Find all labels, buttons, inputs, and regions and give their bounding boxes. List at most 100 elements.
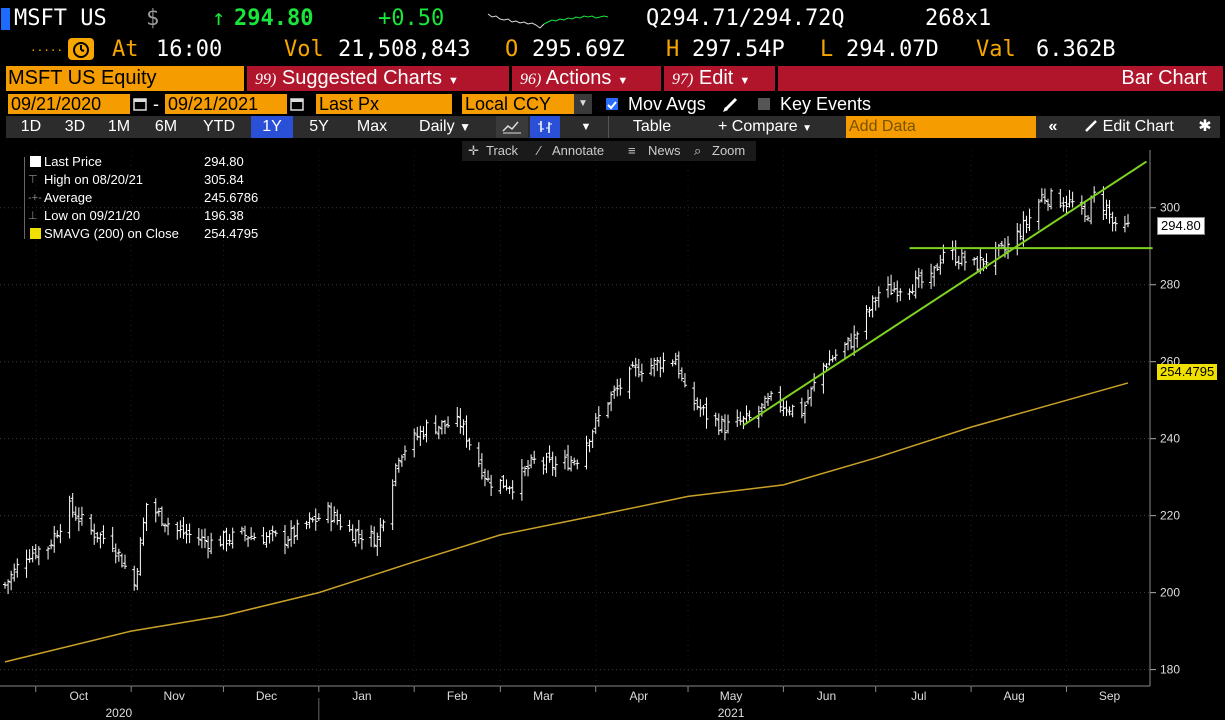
price-bar: [812, 373, 817, 392]
pencil-icon[interactable]: [722, 96, 740, 112]
zoom-tool[interactable]: Zoom: [712, 143, 746, 158]
end-date-field[interactable]: 09/21/2021: [165, 94, 287, 114]
period-button-6m[interactable]: 6M: [154, 118, 178, 135]
period-button-max[interactable]: Max: [356, 118, 388, 135]
price-bar: [393, 463, 398, 487]
end-date-value: 09/21/2021: [168, 94, 259, 114]
period-button-ytd[interactable]: YTD: [203, 118, 235, 135]
x-month-label: Jun: [817, 689, 836, 703]
price-bar: [898, 288, 903, 302]
price-bar: [178, 520, 183, 538]
suggested-charts-menu[interactable]: 99) Suggested Charts ▼: [247, 66, 509, 91]
period-button-1d[interactable]: 1D: [20, 118, 42, 135]
price-field-select[interactable]: Last Px: [316, 94, 452, 114]
calendar-icon[interactable]: [133, 97, 147, 111]
mov-avgs-checkbox[interactable]: [606, 98, 618, 110]
price-bar: [418, 425, 423, 447]
price-bar: [873, 296, 878, 311]
price-bar: [762, 395, 767, 409]
price-bar: [562, 449, 567, 470]
price-bar: [938, 254, 943, 275]
calendar-icon[interactable]: [290, 97, 304, 111]
x-month-label: Nov: [164, 689, 185, 703]
price-bar: [1046, 198, 1051, 211]
key-events-checkbox[interactable]: [758, 98, 770, 110]
date-range-dash: -: [153, 94, 159, 114]
annotate-tool[interactable]: Annotate: [552, 143, 605, 158]
clock-icon: [68, 38, 94, 60]
period-button-1y[interactable]: 1Y: [251, 116, 293, 138]
compare-button[interactable]: + Compare ▼: [700, 116, 830, 138]
price-bar: [396, 457, 401, 473]
price-bar: [864, 304, 869, 340]
price-bar: [519, 459, 524, 501]
frequency-select[interactable]: Daily ▼: [404, 116, 486, 138]
price-bar: [162, 523, 167, 533]
price-bar: [895, 280, 900, 303]
ticker: MSFT US: [14, 6, 107, 31]
table-button[interactable]: Table: [608, 116, 695, 138]
add-data-placeholder: Add Data: [849, 118, 916, 135]
price-bar: [612, 385, 617, 399]
price-bar: [606, 401, 611, 419]
y-tick-label: 240: [1160, 432, 1180, 446]
price-field-value: Last Px: [319, 94, 380, 114]
last-price-swatch: [30, 156, 41, 167]
price-bar: [886, 276, 891, 298]
period-button-1m[interactable]: 1M: [107, 118, 131, 135]
price-bar: [70, 492, 75, 518]
price-bar: [289, 520, 294, 547]
sma-200-line: [4, 382, 1129, 663]
price-bar: [609, 391, 614, 412]
caret-down-icon: ▼: [574, 94, 592, 114]
currency-symbol: $: [146, 6, 160, 31]
price-bar: [415, 426, 420, 441]
value-label: Val: [976, 37, 1016, 62]
price-bar: [67, 495, 72, 539]
caret-down-icon: ▼: [459, 120, 471, 134]
period-button-5y[interactable]: 5Y: [309, 118, 329, 135]
price-bar: [590, 429, 595, 448]
magnifier-icon: ⌕: [694, 143, 702, 158]
price-bar: [501, 475, 506, 489]
price-bar: [959, 248, 964, 266]
legend-low-value: 196.38: [204, 208, 244, 223]
security-field[interactable]: MSFT US Equity: [6, 66, 244, 91]
price-bar: [741, 415, 746, 430]
price-bar: [769, 390, 774, 401]
y-tick-label: 300: [1160, 201, 1180, 215]
price-bar: [1036, 198, 1041, 231]
price-bar: [1086, 215, 1090, 222]
price-bar: [455, 407, 460, 427]
price-bar: [541, 456, 546, 475]
caret-down-icon: ▼: [802, 123, 812, 134]
price-bar: [962, 250, 967, 271]
price-bar: [273, 530, 278, 537]
news-tool[interactable]: News: [648, 143, 681, 158]
bar-chart-button[interactable]: [530, 116, 560, 138]
price-bar: [1107, 200, 1112, 224]
price-bar: [116, 548, 121, 562]
high-marker-icon: ⊤: [28, 174, 38, 186]
price-bar: [110, 526, 115, 553]
add-data-input[interactable]: Add Data: [846, 116, 1036, 138]
currency-select[interactable]: Local CCY ▼: [462, 94, 592, 114]
price-bar: [633, 357, 638, 377]
start-date-field[interactable]: 09/21/2020: [8, 94, 130, 114]
collapse-icon[interactable]: «: [1048, 118, 1058, 135]
price-bar: [282, 525, 287, 555]
price-bar: [744, 405, 749, 425]
period-button-3d[interactable]: 3D: [64, 118, 86, 135]
track-tool[interactable]: Track: [486, 143, 519, 158]
gear-icon[interactable]: ✱: [1198, 118, 1212, 135]
actions-menu[interactable]: 96) Actions ▼: [512, 66, 661, 91]
price-bar: [550, 451, 555, 476]
price-bar: [242, 525, 247, 542]
edit-chart-button[interactable]: Edit Chart: [1070, 116, 1188, 138]
x-year-label: 2021: [718, 706, 745, 720]
edit-menu[interactable]: 97) Edit ▼: [664, 66, 775, 91]
price-bar: [156, 507, 161, 517]
chart-style-caret[interactable]: ▼: [574, 116, 598, 138]
line-chart-button[interactable]: [496, 116, 528, 138]
